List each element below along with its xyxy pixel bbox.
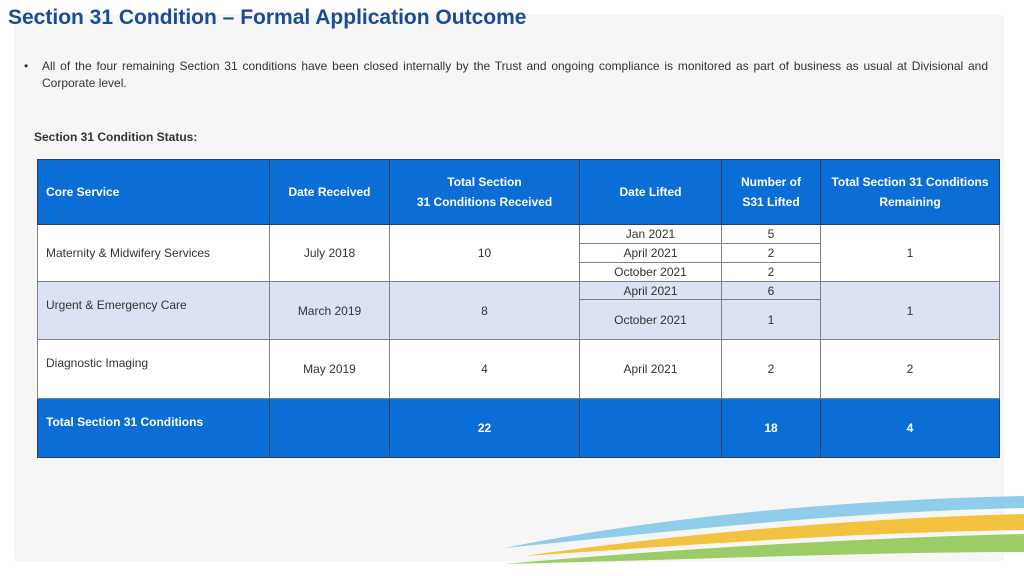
header-total-received-line1: Total Section [447, 175, 522, 189]
cell-service: Urgent & Emergency Care [37, 281, 270, 340]
cell-number-lifted: 2 [721, 243, 821, 263]
header-number-lifted-line1: Number of [741, 175, 801, 189]
cell-number-lifted: 1 [721, 299, 821, 340]
header-total-received: Total Section 31 Conditions Received [389, 159, 580, 225]
cell-total-received: 22 [389, 398, 580, 458]
table-subrow: October 2021 2 [38, 262, 1000, 282]
cell-date-lifted: October 2021 [579, 299, 722, 340]
header-remaining: Total Section 31 Conditions Remaining [820, 159, 1000, 225]
table-total-row: Total Section 31 Conditions 22 18 4 [37, 398, 1000, 458]
table-subrow: April 2021 2 [38, 243, 1000, 263]
cell-number-lifted: 6 [721, 281, 821, 300]
bullet-text: All of the four remaining Section 31 con… [42, 59, 988, 90]
cell-total-received: 4 [389, 339, 580, 399]
page-title: Section 31 Condition – Formal Applicatio… [8, 6, 527, 29]
header-number-lifted: Number of S31 Lifted [721, 159, 821, 225]
cell-date-lifted: Jan 2021 [579, 224, 722, 244]
cell-number-lifted: 2 [721, 339, 821, 399]
header-date-received: Date Received [269, 159, 390, 225]
cell-remaining: 1 [820, 281, 1000, 340]
header-date-lifted: Date Lifted [579, 159, 722, 225]
cell-date-lifted: April 2021 [579, 243, 722, 263]
cell-number-lifted: 5 [721, 224, 821, 244]
table-row: Maternity & Midwifery Services July 2018… [37, 224, 1000, 282]
cell-service-text: Diagnostic Imaging [46, 356, 149, 370]
cell-service-text: Urgent & Emergency Care [46, 297, 187, 312]
cell-total-received: 10 [389, 224, 580, 282]
cell-total-date-lifted [579, 398, 722, 458]
header-core-service: Core Service [37, 159, 270, 225]
cell-remaining: 1 [820, 224, 1000, 282]
cell-remaining: 2 [820, 339, 1000, 399]
section-status-label: Section 31 Condition Status: [34, 130, 198, 144]
cell-service: Diagnostic Imaging [37, 339, 270, 399]
cell-total-label: Total Section 31 Conditions [37, 398, 270, 458]
table-header-row: Core Service Date Received Total Section… [37, 159, 1000, 225]
swoosh-yellow [524, 514, 1024, 556]
table-subrow: October 2021 1 [38, 299, 1000, 340]
decorative-swoosh [504, 496, 1024, 564]
cell-number-lifted: 2 [721, 262, 821, 282]
cell-date-received: July 2018 [269, 224, 390, 282]
cell-date-received: May 2019 [269, 339, 390, 399]
table-row: Urgent & Emergency Care March 2019 8 Apr… [37, 281, 1000, 340]
header-total-received-line2: 31 Conditions Received [416, 195, 553, 209]
cell-total-label-text: Total Section 31 Conditions [46, 415, 204, 429]
cell-total-remaining: 4 [820, 398, 1000, 458]
bullet-dot: • [24, 59, 29, 73]
header-number-lifted-line2: S31 Lifted [742, 195, 800, 209]
table-row: Diagnostic Imaging May 2019 4 April 2021… [37, 339, 1000, 399]
cell-date-received: March 2019 [269, 281, 390, 340]
cell-date-lifted: October 2021 [579, 262, 722, 282]
cell-date-lifted: April 2021 [579, 339, 722, 399]
header-remaining-line2: Remaining [879, 195, 941, 209]
cell-total-received: 8 [389, 281, 580, 340]
swoosh-green [504, 534, 1024, 564]
cell-service: Maternity & Midwifery Services [37, 224, 270, 282]
header-remaining-line1: Total Section 31 Conditions [831, 175, 989, 189]
swoosh-blue [504, 496, 1024, 548]
bullet-paragraph: • All of the four remaining Section 31 c… [24, 58, 988, 92]
cell-total-number-lifted: 18 [721, 398, 821, 458]
cell-total-date-received [269, 398, 390, 458]
cell-date-lifted: April 2021 [579, 281, 722, 300]
s31-status-table: Core Service Date Received Total Section… [37, 159, 1000, 458]
